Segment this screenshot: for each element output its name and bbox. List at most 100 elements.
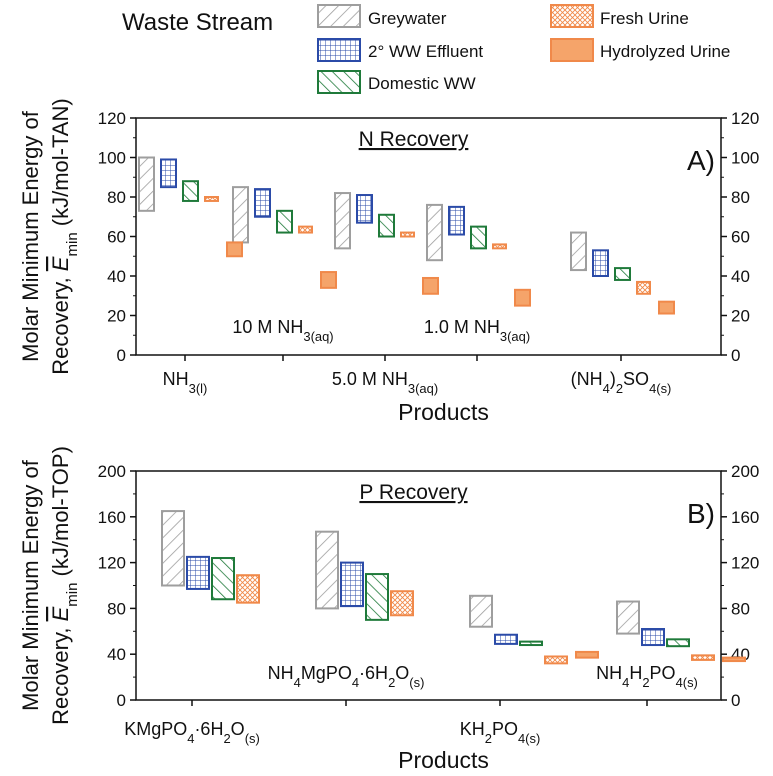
y-tick-label-left: 120	[98, 109, 126, 128]
bar-greywater	[232, 186, 249, 244]
y-axis-label-line1: Molar Minimum Energy of	[18, 110, 43, 362]
y-tick-label-right: 160	[731, 508, 759, 527]
legend-label-fresh-urine: Fresh Urine	[600, 9, 689, 28]
bar-domestic	[365, 573, 389, 621]
bar-hydrolyzed-urine	[226, 241, 243, 258]
y-tick-label-left: 20	[107, 307, 126, 326]
bar-effluent	[494, 633, 518, 645]
y-tick-label-right: 100	[731, 149, 759, 168]
legend-entry-fresh-urine: Fresh Urine	[550, 4, 689, 28]
y-axis-label-line1: Molar Minimum Energy of	[18, 459, 43, 711]
category-label: NH4H2PO4(s)	[596, 663, 698, 690]
bar-greywater	[616, 600, 640, 635]
legend-title: Waste Stream	[122, 9, 273, 36]
legend-swatch-hydrolyzed-urine	[550, 38, 594, 62]
bar-domestic	[276, 209, 293, 234]
bar-effluent	[448, 205, 465, 236]
category-label: 1.0 M NH3(aq)	[424, 317, 530, 344]
bar-effluent	[641, 628, 665, 647]
bar-greywater	[426, 203, 443, 262]
bar-fresh-urine	[691, 654, 715, 661]
legend-label-greywater: Greywater	[368, 9, 447, 28]
category-label: 10 M NH3(aq)	[232, 317, 333, 344]
y-axis-label-line2: Recovery, Emin (kJ/mol-TOP)	[48, 446, 81, 725]
x-axis-label: Products	[398, 747, 489, 773]
legend-label-hydrolyzed-urine: Hydrolyzed Urine	[600, 42, 730, 61]
bar-domestic	[211, 557, 235, 601]
bar-domestic	[378, 213, 395, 238]
y-tick-label-right: 200	[731, 462, 759, 481]
legend-swatch-effluent	[317, 38, 361, 62]
bar-hydrolyzed-urine	[575, 650, 599, 659]
bar-domestic	[666, 638, 690, 648]
legend-entry-effluent: 2° WW Effluent	[317, 38, 483, 62]
category-label: 5.0 M NH3(aq)	[332, 369, 438, 396]
panel-label: A)	[687, 145, 715, 176]
bar-effluent	[186, 555, 210, 590]
bar-fresh-urine	[636, 280, 651, 295]
bar-domestic	[470, 225, 487, 250]
bar-greywater	[138, 156, 155, 212]
bar-hydrolyzed-urine	[320, 271, 337, 289]
y-tick-label-left: 0	[117, 346, 126, 365]
y-tick-label-left: 40	[107, 645, 126, 664]
y-tick-label-left: 160	[98, 508, 126, 527]
y-tick-label-left: 200	[98, 462, 126, 481]
y-tick-label-left: 80	[107, 599, 126, 618]
category-label: NH3(l)	[163, 369, 208, 396]
y-tick-label-left: 80	[107, 188, 126, 207]
y-tick-label-left: 60	[107, 228, 126, 247]
y-tick-label-right: 80	[731, 599, 750, 618]
legend-swatch-domestic	[317, 70, 361, 94]
category-label: KH2PO4(s)	[460, 719, 541, 746]
bar-domestic	[614, 267, 631, 281]
legend-entry-greywater: Greywater	[317, 4, 447, 28]
bar-effluent	[592, 249, 609, 277]
y-tick-label-left: 100	[98, 149, 126, 168]
category-label: (NH4)2SO4(s)	[571, 369, 672, 396]
y-tick-label-right: 0	[731, 691, 740, 710]
bar-fresh-urine	[298, 225, 313, 234]
bar-fresh-urine	[390, 590, 414, 617]
panel-label: B)	[687, 498, 715, 529]
y-tick-label-right: 120	[731, 554, 759, 573]
bar-fresh-urine	[400, 231, 415, 238]
legend-label-effluent: 2° WW Effluent	[368, 42, 483, 61]
panel-n-recovery: 0 0 20 20 40 40 60 60 80 80 100 100 120 120 N Recovery…	[18, 98, 759, 425]
y-tick-label-right: 40	[731, 267, 750, 286]
legend-swatch-greywater	[317, 4, 361, 28]
bar-fresh-urine	[204, 196, 219, 202]
bar-effluent	[340, 561, 364, 608]
category-label: NH4MgPO4·6H2O(s)	[268, 663, 425, 690]
bar-effluent	[254, 188, 271, 218]
bar-hydrolyzed-urine	[514, 288, 531, 307]
legend-swatch-fresh-urine	[550, 4, 594, 28]
y-tick-label-right: 60	[731, 228, 750, 247]
bar-greywater	[334, 192, 351, 250]
bar-fresh-urine	[236, 574, 260, 604]
x-axis-label: Products	[398, 399, 489, 425]
y-tick-label-left: 120	[98, 554, 126, 573]
bar-fresh-urine	[544, 655, 568, 665]
bar-hydrolyzed-urine	[422, 276, 439, 295]
bar-domestic	[519, 640, 543, 647]
y-tick-label-right: 80	[731, 188, 750, 207]
bar-domestic	[182, 180, 199, 202]
legend-entry-hydrolyzed-urine: Hydrolyzed Urine	[550, 38, 730, 62]
y-tick-label-left: 0	[117, 691, 126, 710]
y-axis-label-line2: Recovery, Emin (kJ/mol-TAN)	[48, 98, 81, 374]
panel-title: P Recovery	[359, 481, 468, 504]
y-tick-label-right: 20	[731, 307, 750, 326]
bar-greywater	[469, 594, 493, 628]
y-tick-label-left: 40	[107, 267, 126, 286]
y-tick-label-right: 120	[731, 109, 759, 128]
legend-entry-domestic: Domestic WW	[317, 70, 476, 94]
legend-label-domestic: Domestic WW	[368, 74, 476, 93]
category-label: KMgPO4·6H2O(s)	[124, 719, 260, 746]
bar-greywater	[315, 530, 339, 610]
bar-greywater	[570, 231, 587, 272]
bar-fresh-urine	[492, 243, 507, 250]
panel-title: N Recovery	[359, 128, 469, 151]
